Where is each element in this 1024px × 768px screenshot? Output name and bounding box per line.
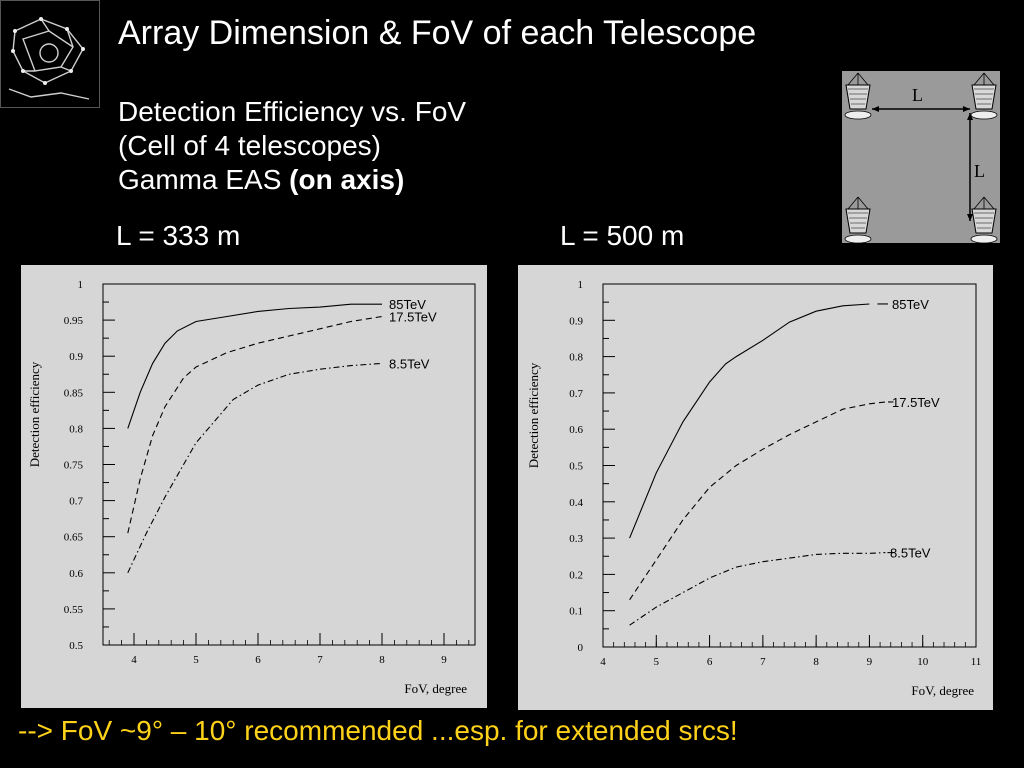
- y-tick-label: 0.65: [64, 532, 84, 544]
- subtitle-line-2: (Cell of 4 telescopes): [118, 130, 382, 161]
- y-tick-label: 0.55: [64, 604, 84, 616]
- y-axis-label: Detection efficiency: [27, 361, 42, 467]
- subtitle-line-3-bold: (on axis): [289, 164, 405, 195]
- y-tick-label: 0.5: [69, 640, 83, 652]
- x-tick-label: 7: [760, 656, 766, 668]
- y-tick-label: 0.2: [569, 569, 583, 581]
- left-chart: 0.5 0.55 0.6 0.65 0.7 0.75 0.8 0.85 0.9 0.95 1 4 5 6 7…: [27, 279, 476, 696]
- spacing-label-right: L: [974, 161, 985, 181]
- x-tick-label: 7: [317, 654, 323, 666]
- y-tick-label: 1: [78, 279, 84, 291]
- x-tick-label: 4: [131, 654, 137, 666]
- y-tick-label: 0.7: [569, 388, 583, 400]
- array-geometry-inset: L L: [842, 71, 1000, 244]
- series-label: 85TeV: [389, 297, 426, 312]
- x-tick-label: 8: [813, 656, 819, 668]
- right-chart: 0 0.1 0.2 0.3 0.4 0.5 0.6 0.7 0.8 0.9 1 4 5 6 7 8 9 10 11 F…: [526, 279, 982, 698]
- x-axis-label: FoV, degree: [404, 681, 467, 696]
- plot-frame: [102, 283, 476, 646]
- y-tick-label: 1: [578, 279, 584, 291]
- series-label: 8.5TeV: [890, 546, 931, 561]
- left-chart-panel: 0.5 0.55 0.6 0.65 0.7 0.75 0.8 0.85 0.9 0.95 1 4 5 6 7…: [21, 265, 487, 708]
- x-tick-label: 9: [867, 656, 873, 668]
- x-tick-label: 4: [600, 656, 606, 668]
- x-tick-label: 11: [971, 656, 982, 668]
- telescope-icon: [844, 72, 872, 120]
- series-label: 85TeV: [892, 297, 929, 312]
- y-tick-label: 0.8: [69, 423, 83, 435]
- y-tick-label: 0.3: [569, 533, 583, 545]
- telescope-icon: [844, 196, 872, 244]
- y-tick-label: 0.9: [69, 351, 83, 363]
- x-tick-label: 6: [707, 656, 713, 668]
- y-tick-label: 0.85: [64, 387, 84, 399]
- right-chart-panel: 0 0.1 0.2 0.3 0.4 0.5 0.6 0.7 0.8 0.9 1 4 5 6 7 8 9 10 11 F…: [518, 265, 993, 710]
- y-tick-label: 0.9: [569, 315, 583, 327]
- right-panel-label: L = 500 m: [560, 220, 685, 251]
- series-line-8-5tev: [629, 552, 886, 626]
- plot-frame: [602, 283, 977, 648]
- left-panel-label: L = 333 m: [116, 220, 241, 251]
- y-tick-label: 0.8: [569, 352, 583, 364]
- spacing-label-top: L: [912, 85, 923, 105]
- y-tick-label: 0.95: [64, 315, 84, 327]
- series-label: 8.5TeV: [389, 356, 430, 371]
- x-axis-label: FoV, degree: [911, 683, 974, 698]
- series-line-17-5tev: [127, 315, 383, 534]
- array-geometry-diagram: L L: [844, 72, 998, 244]
- subtitle-line-3-prefix: Gamma EAS: [118, 164, 290, 195]
- series-label: 17.5TeV: [892, 395, 940, 410]
- y-tick-label: 0.75: [64, 460, 84, 472]
- subtitle-line-1: Detection Efficiency vs. FoV: [118, 96, 467, 127]
- x-tick-label: 10: [917, 656, 929, 668]
- series-label: 17.5TeV: [389, 309, 437, 324]
- series-line-85tev: [629, 303, 870, 539]
- subtitle-line-3: Gamma EAS (on axis): [118, 164, 404, 196]
- telescope-icon: [970, 196, 998, 244]
- y-tick-label: 0: [578, 642, 584, 654]
- slide-title: Array Dimension & FoV of each Telescope: [118, 14, 757, 52]
- y-tick-label: 0.6: [69, 568, 83, 580]
- logo-graphic: [8, 17, 90, 100]
- x-tick-label: 8: [379, 654, 385, 666]
- x-tick-label: 6: [255, 654, 261, 666]
- y-tick-label: 0.4: [569, 497, 583, 509]
- y-tick-label: 0.5: [569, 461, 583, 473]
- y-axis-label: Detection efficiency: [526, 362, 541, 468]
- x-tick-label: 5: [654, 656, 660, 668]
- series-line-8-5tev: [127, 362, 383, 574]
- y-tick-label: 0.6: [569, 424, 583, 436]
- y-tick-label: 0.7: [69, 496, 83, 508]
- x-tick-label: 9: [441, 654, 447, 666]
- telescope-icon: [970, 72, 998, 120]
- series-line-85tev: [127, 303, 382, 429]
- footer-note: --> FoV ~9° – 10° recommended ...esp. fo…: [18, 715, 738, 746]
- logo-image: [0, 0, 100, 108]
- x-tick-label: 5: [193, 654, 199, 666]
- series-line-17-5tev: [629, 401, 886, 601]
- y-tick-label: 0.1: [569, 606, 583, 618]
